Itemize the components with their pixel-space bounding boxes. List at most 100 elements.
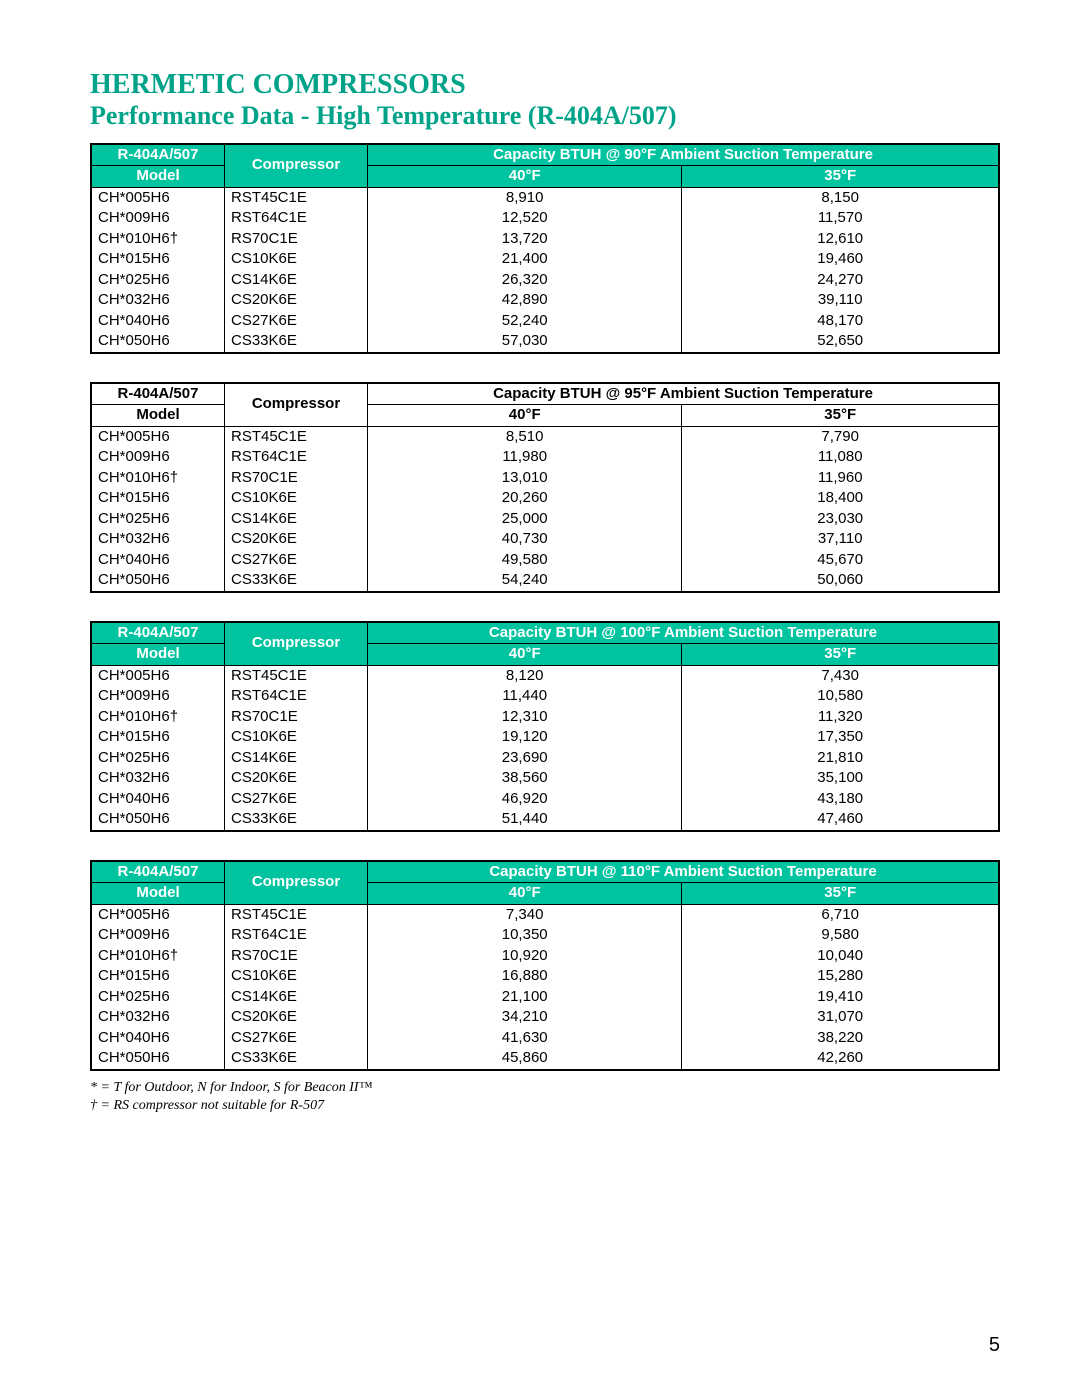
cell-value-35f: 10,580 (682, 686, 999, 707)
cell-model: CH*025H6 (91, 270, 225, 291)
cell-value-35f: 38,220 (682, 1028, 999, 1049)
cell-compressor: CS10K6E (225, 966, 368, 987)
cell-value-40f: 21,400 (368, 249, 682, 270)
cell-model: CH*032H6 (91, 529, 225, 550)
cell-model: CH*015H6 (91, 727, 225, 748)
cell-model: CH*040H6 (91, 311, 225, 332)
table-row: CH*050H6CS33K6E45,86042,260 (91, 1048, 999, 1070)
cell-value-35f: 10,040 (682, 946, 999, 967)
cell-compressor: RST64C1E (225, 686, 368, 707)
table-row: CH*050H6CS33K6E54,24050,060 (91, 570, 999, 592)
cell-value-40f: 20,260 (368, 488, 682, 509)
table-row: CH*032H6CS20K6E42,89039,110 (91, 290, 999, 311)
cell-compressor: CS10K6E (225, 488, 368, 509)
cell-value-40f: 8,120 (368, 665, 682, 686)
table-row: CH*040H6CS27K6E46,92043,180 (91, 789, 999, 810)
table-row: CH*010H6†RS70C1E10,92010,040 (91, 946, 999, 967)
cell-value-40f: 13,720 (368, 229, 682, 250)
page-subtitle: Performance Data - High Temperature (R-4… (90, 101, 1000, 131)
cell-compressor: CS20K6E (225, 1007, 368, 1028)
table-row: CH*009H6RST64C1E11,98011,080 (91, 447, 999, 468)
cell-value-40f: 42,890 (368, 290, 682, 311)
cell-model: CH*009H6 (91, 208, 225, 229)
table-row: CH*015H6CS10K6E21,40019,460 (91, 249, 999, 270)
cell-value-40f: 49,580 (368, 550, 682, 571)
cell-model: CH*005H6 (91, 904, 225, 925)
cell-value-35f: 31,070 (682, 1007, 999, 1028)
cell-value-40f: 16,880 (368, 966, 682, 987)
cell-compressor: CS10K6E (225, 249, 368, 270)
performance-table: R-404A/507CompressorCapacity BTUH @ 100°… (90, 621, 1000, 832)
cell-compressor: RS70C1E (225, 707, 368, 728)
temp-col-1-header: 40°F (368, 166, 682, 188)
cell-model: CH*040H6 (91, 1028, 225, 1049)
cell-compressor: RST45C1E (225, 904, 368, 925)
cell-value-40f: 46,920 (368, 789, 682, 810)
table-row: CH*010H6†RS70C1E13,01011,960 (91, 468, 999, 489)
cell-value-35f: 50,060 (682, 570, 999, 592)
table-row: CH*015H6CS10K6E19,12017,350 (91, 727, 999, 748)
cell-value-40f: 10,920 (368, 946, 682, 967)
table-row: CH*015H6CS10K6E16,88015,280 (91, 966, 999, 987)
cell-model: CH*015H6 (91, 966, 225, 987)
footnotes: * = T for Outdoor, N for Indoor, S for B… (90, 1079, 1000, 1115)
cell-value-40f: 45,860 (368, 1048, 682, 1070)
table-row: CH*025H6CS14K6E25,00023,030 (91, 509, 999, 530)
cell-value-35f: 47,460 (682, 809, 999, 831)
cell-compressor: CS20K6E (225, 290, 368, 311)
cell-compressor: CS14K6E (225, 987, 368, 1008)
table-row: CH*009H6RST64C1E10,3509,580 (91, 925, 999, 946)
cell-model: CH*032H6 (91, 290, 225, 311)
table-row: CH*015H6CS10K6E20,26018,400 (91, 488, 999, 509)
capacity-header: Capacity BTUH @ 100°F Ambient Suction Te… (368, 622, 1000, 644)
table-row: CH*005H6RST45C1E7,3406,710 (91, 904, 999, 925)
page-title: HERMETIC COMPRESSORS (90, 70, 1000, 101)
capacity-header: Capacity BTUH @ 95°F Ambient Suction Tem… (368, 383, 1000, 405)
table-row: CH*050H6CS33K6E51,44047,460 (91, 809, 999, 831)
cell-model: CH*050H6 (91, 809, 225, 831)
model-header-top: R-404A/507 (91, 622, 225, 644)
cell-value-35f: 45,670 (682, 550, 999, 571)
model-header-bottom: Model (91, 166, 225, 188)
model-header-bottom: Model (91, 644, 225, 666)
page-number: 5 (989, 1334, 1000, 1357)
cell-value-40f: 54,240 (368, 570, 682, 592)
cell-value-35f: 6,710 (682, 904, 999, 925)
cell-value-40f: 57,030 (368, 331, 682, 353)
cell-compressor: CS20K6E (225, 768, 368, 789)
cell-value-40f: 21,100 (368, 987, 682, 1008)
compressor-header: Compressor (225, 622, 368, 666)
cell-value-35f: 15,280 (682, 966, 999, 987)
cell-value-40f: 34,210 (368, 1007, 682, 1028)
cell-value-40f: 51,440 (368, 809, 682, 831)
cell-model: CH*040H6 (91, 550, 225, 571)
tables-container: R-404A/507CompressorCapacity BTUH @ 90°F… (90, 143, 1000, 1071)
table-row: CH*009H6RST64C1E12,52011,570 (91, 208, 999, 229)
cell-compressor: RST64C1E (225, 208, 368, 229)
compressor-header: Compressor (225, 144, 368, 188)
cell-model: CH*050H6 (91, 331, 225, 353)
cell-model: CH*025H6 (91, 748, 225, 769)
capacity-header: Capacity BTUH @ 90°F Ambient Suction Tem… (368, 144, 1000, 166)
table-row: CH*025H6CS14K6E21,10019,410 (91, 987, 999, 1008)
cell-value-35f: 35,100 (682, 768, 999, 789)
cell-value-40f: 40,730 (368, 529, 682, 550)
table-row: CH*005H6RST45C1E8,9108,150 (91, 187, 999, 208)
cell-compressor: RST45C1E (225, 187, 368, 208)
cell-compressor: CS14K6E (225, 270, 368, 291)
cell-value-35f: 23,030 (682, 509, 999, 530)
cell-value-35f: 52,650 (682, 331, 999, 353)
cell-value-40f: 19,120 (368, 727, 682, 748)
temp-col-1-header: 40°F (368, 644, 682, 666)
cell-model: CH*010H6† (91, 707, 225, 728)
cell-model: CH*005H6 (91, 187, 225, 208)
cell-value-40f: 38,560 (368, 768, 682, 789)
cell-model: CH*005H6 (91, 665, 225, 686)
cell-value-35f: 7,430 (682, 665, 999, 686)
cell-compressor: RS70C1E (225, 468, 368, 489)
cell-value-35f: 11,080 (682, 447, 999, 468)
cell-compressor: CS27K6E (225, 311, 368, 332)
cell-model: CH*050H6 (91, 1048, 225, 1070)
cell-value-35f: 9,580 (682, 925, 999, 946)
cell-model: CH*010H6† (91, 468, 225, 489)
